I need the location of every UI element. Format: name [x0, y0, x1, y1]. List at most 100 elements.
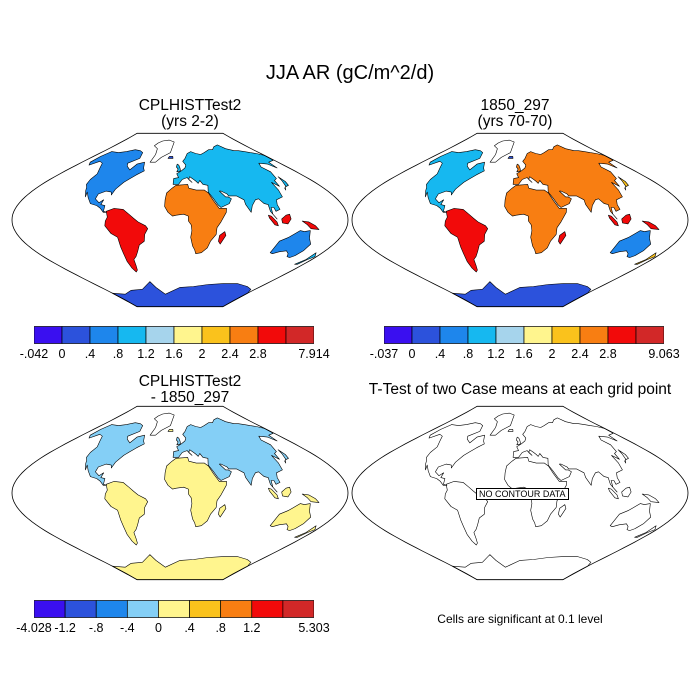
landmass-eurasia: [172, 417, 283, 493]
panel-2-case-name: 1850_297: [480, 97, 550, 114]
colorbar-tick-label: 2.4: [571, 347, 589, 361]
panel-1-case-name: CPLHISTTest2: [138, 97, 242, 114]
colorbar-tick-label: .4: [84, 347, 96, 361]
colorbar-tick-label: .8: [462, 347, 474, 361]
landmass-japan: [277, 449, 289, 464]
panel-2-title: 1850_297 (yrs 70-70): [345, 98, 685, 130]
colorbar-tick-label: -.042: [19, 347, 49, 361]
landmass-greenland: [149, 139, 175, 163]
map-border: [351, 132, 689, 308]
colorbar-box: [285, 326, 314, 344]
landmass-africa: [504, 457, 567, 527]
panel-3-case-name: CPLHISTTest2: [138, 373, 242, 390]
landmass-new-guinea: [301, 493, 320, 503]
panel-1-title: CPLHISTTest2 (yrs 2-2): [20, 98, 360, 130]
colorbar-tick-label: 2: [198, 347, 206, 361]
colorbar-tick-label: 0: [58, 347, 66, 361]
colorbar-box: [89, 326, 119, 344]
landmass-madagascar: [558, 504, 567, 518]
landmass-britain: [176, 436, 181, 446]
colorbar-tick-label: 1.6: [515, 347, 533, 361]
landmass-new-zealand: [634, 252, 657, 265]
landmass-australia: [609, 230, 651, 258]
colorbar-box: [145, 326, 175, 344]
map-border: [11, 405, 349, 581]
colorbar-tick-label: -.4: [120, 621, 135, 635]
landmass-south-america: [444, 208, 488, 273]
no-contour-data-label: NO CONTOUR DATA: [476, 488, 569, 500]
landmass-greenland: [489, 139, 515, 163]
panel-3-difference-label: - 1850_297: [150, 389, 230, 406]
colorbar-tick-label: 0: [154, 621, 162, 635]
colorbar-box: [257, 326, 287, 344]
panel-3-map: [11, 405, 349, 581]
map-border: [11, 132, 349, 308]
landmass-africa: [504, 184, 567, 254]
landmass-eurasia: [512, 417, 623, 493]
landmass-sumatra: [608, 487, 619, 500]
landmass-australia: [269, 503, 311, 531]
colorbar-tick-label: 1.6: [165, 347, 183, 361]
colorbar-box: [158, 600, 190, 618]
landmass-new-guinea: [301, 220, 320, 230]
map-ocean: [12, 133, 348, 307]
colorbar-tick-label: 9.063: [648, 347, 680, 361]
landmass-sumatra: [608, 214, 619, 227]
colorbar-tick-label: 2: [548, 347, 556, 361]
landmass-north-america: [425, 149, 485, 213]
panel-1-map: [11, 132, 349, 308]
landmass-north-america: [85, 149, 145, 213]
landmass-sumatra: [268, 487, 279, 500]
colorbar-box: [173, 326, 203, 344]
map-ocean: [12, 406, 348, 580]
colorbar-box: [229, 326, 259, 344]
landmass-borneo: [621, 486, 632, 498]
landmass-greenland: [149, 412, 175, 436]
colorbar-tick-label: 1.2: [487, 347, 505, 361]
land-layer: [85, 412, 320, 580]
colorbar-tick-label: .4: [434, 347, 446, 361]
landmass-new-guinea: [641, 220, 660, 230]
colorbar-box: [635, 326, 664, 344]
colorbar-box: [495, 326, 525, 344]
landmass-britain: [176, 163, 181, 173]
landmass-north-america: [85, 422, 145, 486]
landmass-borneo: [281, 213, 292, 225]
colorbar-tick-label: -.8: [88, 621, 104, 635]
landmass-greenland: [489, 412, 515, 436]
landmass-africa: [164, 184, 227, 254]
landmass-japan: [617, 449, 629, 464]
panel-3-title: CPLHISTTest2 - 1850_297: [20, 374, 360, 406]
land-layer: [425, 139, 660, 307]
landmass-south-america: [444, 481, 488, 546]
colorbar-box: [579, 326, 609, 344]
colorbar-box: [384, 326, 413, 344]
landmass-new-zealand: [634, 525, 657, 538]
landmass-australia: [609, 503, 651, 531]
landmass-new-zealand: [294, 525, 317, 538]
colorbar-box: [201, 326, 231, 344]
landmass-madagascar: [558, 231, 567, 245]
landmass-new-guinea: [641, 493, 660, 503]
colorbar-tick-label: 2.8: [249, 347, 267, 361]
panel-3-colorbar: [34, 600, 314, 618]
landmass-africa: [164, 457, 227, 527]
figure-title: JJA AR (gC/m^2/d): [265, 62, 435, 84]
colorbar-box: [282, 600, 314, 618]
colorbar-box: [551, 326, 581, 344]
landmass-japan: [277, 176, 289, 191]
colorbar-box: [34, 326, 63, 344]
colorbar-box: [126, 600, 159, 618]
landmass-madagascar: [218, 504, 227, 518]
colorbar-tick-label: 7.914: [298, 347, 330, 361]
colorbar-tick-label: 5.303: [298, 621, 330, 635]
colorbar-tick-label: 1.2: [243, 621, 261, 635]
panel-1-colorbar: [34, 326, 314, 344]
map-ocean: [352, 133, 688, 307]
map-border: [351, 405, 689, 581]
landmass-iceland: [167, 429, 174, 432]
colorbar-box: [189, 600, 222, 618]
landmass-iceland: [167, 156, 174, 159]
landmass-borneo: [621, 213, 632, 225]
panel-2-colorbar: [384, 326, 664, 344]
